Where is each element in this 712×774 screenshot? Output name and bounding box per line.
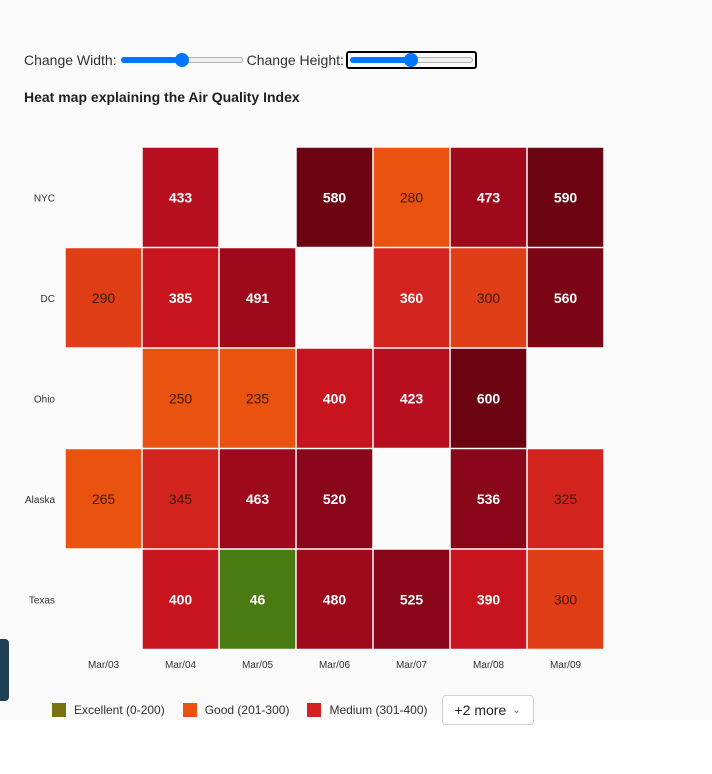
heatmap-cell[interactable] [527,147,604,247]
legend-swatch [182,703,197,717]
legend-item-medium[interactable]: Medium (301-400) [307,703,428,717]
cell-value-label: 525 [400,591,424,607]
heatmap-cell[interactable] [296,348,373,448]
heatmap-cell[interactable] [296,549,373,649]
width-slider[interactable] [119,51,245,69]
legend-item-good[interactable]: Good (201-300) [182,703,290,717]
cell-value-label: 463 [246,491,270,507]
chevron-down-icon: ⌄ [512,704,521,716]
cell-value-label: 385 [169,290,193,306]
legend: Excellent (0-200) Good (201-300) Medium … [52,694,534,726]
cell-value-label: 590 [554,189,578,205]
cell-value-label: 473 [477,189,501,205]
cell-value-label: 423 [400,390,424,406]
legend-more-label: +2 more [454,702,507,718]
cell-value-label: 580 [323,189,347,205]
chart-title: Heat map explaining the Air Quality Inde… [24,89,300,105]
heatmap-cell[interactable] [142,549,219,649]
x-tick-label: Mar/09 [550,660,582,671]
x-tick-label: Mar/04 [165,660,197,671]
cell-value-label: 46 [250,591,266,607]
heatmap-cell[interactable] [296,449,373,549]
heatmap-cell[interactable] [450,147,527,247]
heatmap-chart: NYC 433 580 280 473 590 DC 290 385 491 360 300 560 Oh… [25,147,604,671]
heatmap-cell[interactable] [373,147,450,247]
x-tick-label: Mar/06 [319,660,351,671]
y-tick-label: Ohio [34,394,56,405]
y-tick-label: DC [41,294,55,305]
legend-label: Medium (301-400) [329,703,428,717]
cell-value-label: 400 [169,591,193,607]
cell-value-label: 280 [400,189,424,205]
cell-value-label: 250 [169,390,193,406]
heatmap-cell[interactable] [142,449,219,549]
heatmap-cell[interactable] [373,248,450,348]
width-label: Change Width: [24,52,117,68]
heatmap-cell[interactable] [450,449,527,549]
legend-more-button[interactable]: +2 more ⌄ [441,695,534,725]
cell-value-label: 433 [169,189,193,205]
x-tick-label: Mar/03 [88,660,120,671]
cell-value-label: 491 [246,290,270,306]
heatmap-cell[interactable] [65,449,142,549]
heatmap-cell[interactable] [296,147,373,247]
cell-value-label: 400 [323,390,347,406]
cell-value-label: 600 [477,390,501,406]
heatmap-cell[interactable] [450,348,527,448]
heatmap-cell[interactable] [219,248,296,348]
y-tick-label: Texas [29,595,55,606]
heatmap-cell[interactable] [527,549,604,649]
side-panel-tab[interactable] [0,639,9,701]
legend-item-excellent[interactable]: Excellent (0-200) [52,703,165,717]
cell-value-label: 390 [477,591,501,607]
size-controls: Change Width: Change Height: [24,49,479,71]
width-slider-thumb[interactable] [174,53,189,67]
x-tick-label: Mar/08 [473,660,505,671]
heatmap-cell[interactable] [219,449,296,549]
x-tick-label: Mar/07 [396,660,428,671]
cell-value-label: 480 [323,591,347,607]
cell-value-label: 300 [477,290,501,306]
y-tick-label: Alaska [25,495,55,506]
heatmap-cell[interactable] [527,248,604,348]
cell-value-label: 520 [323,491,347,507]
heatmap-cell[interactable] [373,549,450,649]
heatmap-cell[interactable] [65,248,142,348]
cell-value-label: 360 [400,290,424,306]
legend-swatch [307,703,322,717]
heatmap-cell[interactable] [219,348,296,448]
y-tick-label: NYC [34,193,55,204]
legend-label: Excellent (0-200) [74,703,165,717]
cell-value-label: 235 [246,390,270,406]
heatmap-cell[interactable] [219,549,296,649]
heatmap-cell[interactable] [142,147,219,247]
cell-value-label: 536 [477,491,501,507]
cell-value-label: 300 [554,591,578,607]
cell-value-label: 325 [554,491,578,507]
heatmap-cell[interactable] [142,248,219,348]
legend-label: Good (201-300) [204,703,290,717]
heatmap-cell[interactable] [527,449,604,549]
heatmap-cell[interactable] [450,549,527,649]
height-slider[interactable] [345,51,477,69]
heatmap-cell[interactable] [142,348,219,448]
height-slider-thumb[interactable] [404,53,419,67]
x-tick-label: Mar/05 [242,660,274,671]
legend-swatch [52,703,66,717]
cell-value-label: 265 [92,491,116,507]
cell-value-label: 345 [169,491,193,507]
height-label: Change Height: [246,52,344,68]
heatmap-cell[interactable] [450,248,527,348]
cell-value-label: 560 [554,290,578,306]
heatmap-cell[interactable] [373,348,450,448]
cell-value-label: 290 [92,290,116,306]
